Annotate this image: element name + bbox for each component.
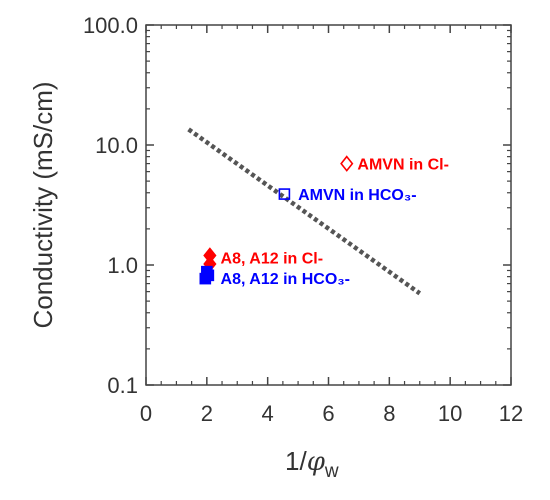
x-tick-label: 8: [383, 401, 395, 426]
annotation-4: A8, A12 in HCO₃-: [221, 271, 350, 288]
x-tick-label: 4: [262, 401, 274, 426]
y-axis-title: Conductivity (mS/cm): [28, 81, 58, 328]
x-axis-title-prefix: 1/: [285, 446, 307, 476]
square-filled-marker: [201, 265, 213, 278]
x-tick-label: 0: [140, 401, 152, 426]
y-tick-label: 10.0: [95, 133, 138, 158]
trendline-layer: [187, 127, 422, 296]
x-axis-title: 1/φw: [285, 446, 339, 482]
square-open-marker: [278, 188, 291, 200]
y-axis-tick-labels: 0.1 1.0 10.0 100.0: [83, 13, 138, 398]
x-tick-label: 2: [201, 401, 213, 426]
x-tick-label: 12: [499, 401, 523, 426]
annotation-1: AMVN in Cl-: [357, 157, 449, 174]
x-axis-title-subscript: w: [324, 461, 339, 482]
x-tick-label: 6: [322, 401, 334, 426]
annotations-layer: AMVN in Cl- AMVN in HCO₃- A8, A12 in Cl- A8…: [221, 157, 449, 288]
annotation-2: AMVN in HCO₃-: [298, 187, 417, 204]
y-tick-label: 1.0: [107, 253, 138, 278]
diamond-open-marker: [340, 155, 354, 172]
plot-frame: [145, 24, 512, 386]
y-tick-label: 100.0: [83, 13, 138, 38]
annotation-3: A8, A12 in Cl-: [221, 251, 324, 268]
y-tick-label: 0.1: [107, 373, 138, 398]
x-tick-label: 10: [438, 401, 462, 426]
markers-layer: [199, 155, 354, 285]
x-axis-tick-labels: 0 2 4 6 8 10 12: [140, 401, 523, 426]
x-axis-title-symbol: φ: [307, 447, 326, 477]
y-axis-ticks: [146, 24, 511, 386]
trendline: [187, 127, 422, 296]
x-axis-ticks: [145, 25, 512, 385]
